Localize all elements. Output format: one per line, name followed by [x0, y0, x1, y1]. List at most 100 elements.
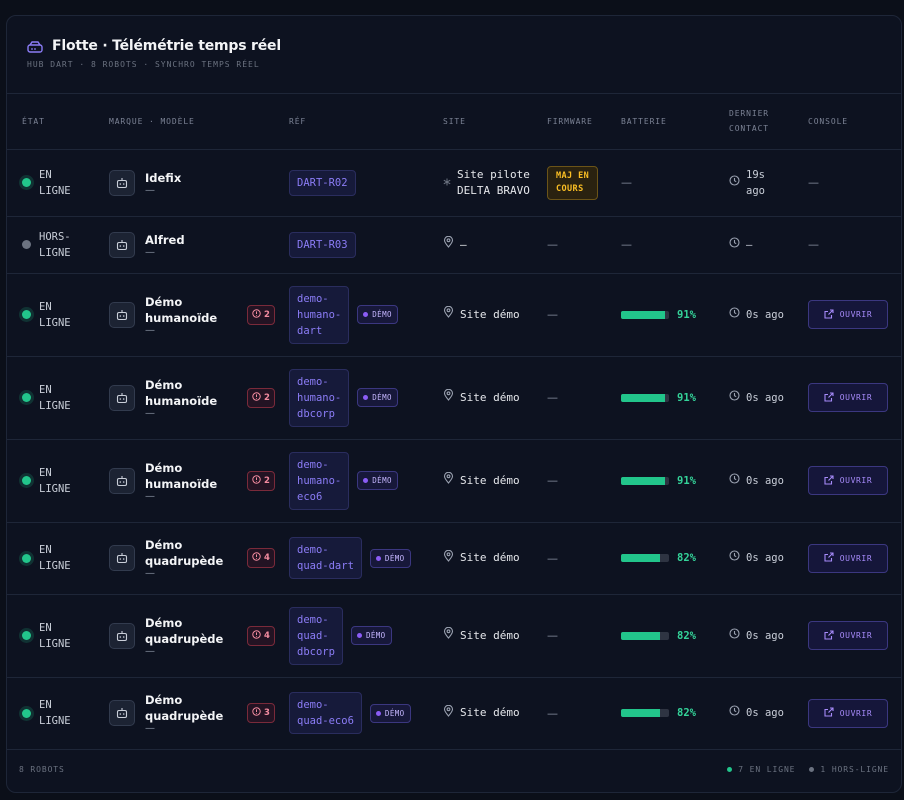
status-dot-icon	[22, 240, 31, 249]
alert-count-badge[interactable]: 2	[247, 387, 275, 408]
ref-badge[interactable]: DART-R02	[289, 169, 356, 196]
legend-offline: 1 HORS-LIGNE	[809, 765, 889, 774]
table-row[interactable]: EN LIGNE Démo humanoïde —2 demo-humano-dbcorp…	[7, 356, 901, 440]
battery-cell: 91%	[621, 273, 729, 357]
site-cell: Site démo	[443, 677, 547, 750]
legend-online: 7 EN LIGNE	[727, 765, 795, 774]
demo-badge: DÉMO	[357, 471, 398, 490]
battery-percent: 91%	[677, 391, 696, 404]
alert-count-badge[interactable]: 2	[247, 304, 275, 325]
ref-cell: demo-humano-dbcorp DÉMO	[289, 356, 443, 440]
battery-bar	[621, 310, 669, 319]
ref-badge[interactable]: demo-quad-dbcorp	[289, 606, 343, 665]
firmware-cell: —	[547, 439, 621, 523]
last-contact: 0s ago	[746, 391, 784, 404]
col-state[interactable]: ÉTAT	[7, 94, 109, 150]
battery-percent: 91%	[677, 308, 696, 321]
status-dot-icon	[22, 476, 31, 485]
ref-cell: demo-humano-dart DÉMO	[289, 273, 443, 357]
ref-badge[interactable]: DART-R03	[289, 231, 356, 258]
open-console-button[interactable]: OUVRIR	[808, 698, 888, 728]
robot-subtitle: —	[145, 407, 155, 419]
ref-cell: demo-quad-dart DÉMO	[289, 522, 443, 595]
alert-count-badge[interactable]: 2	[247, 470, 275, 491]
location-pin-icon	[443, 704, 454, 722]
battery-bar	[621, 709, 669, 717]
open-console-button[interactable]: OUVRIR	[808, 300, 888, 329]
status-dot-icon	[22, 178, 31, 187]
ref-badge[interactable]: demo-quad-eco6	[289, 692, 362, 734]
status-label: EN LIGNE	[39, 466, 71, 495]
last-contact: 19s ago	[746, 168, 765, 197]
battery-percent: 91%	[677, 474, 696, 487]
clock-icon	[729, 705, 740, 721]
demo-badge: DÉMO	[357, 305, 398, 324]
table-row[interactable]: HORS- LIGNE Alfred — DART-R03— — — — —	[7, 216, 901, 274]
robot-icon	[109, 700, 135, 726]
ref-badge[interactable]: demo-quad-dart	[289, 537, 362, 579]
robot-icon	[109, 231, 135, 258]
site-label: Site démo	[460, 473, 520, 487]
col-site[interactable]: SITE	[443, 94, 547, 150]
open-console-button[interactable]: OUVRIR	[808, 383, 888, 412]
model-cell: Idefix —	[109, 149, 289, 217]
battery-bar	[621, 554, 669, 562]
status-cell: EN LIGNE	[7, 594, 109, 678]
ref-badge[interactable]: demo-humano-dbcorp	[289, 368, 350, 427]
status-cell: EN LIGNE	[7, 273, 109, 357]
ref-cell: demo-quad-eco6 DÉMO	[289, 677, 443, 750]
last-contact: 0s ago	[746, 629, 784, 642]
table-row[interactable]: EN LIGNE Démo quadrupède —4 demo-quad-dbcorp D…	[7, 594, 901, 678]
robot-icon	[109, 169, 135, 196]
battery-cell: —	[621, 149, 729, 217]
open-console-button[interactable]: OUVRIR	[808, 621, 888, 650]
status-label: EN LIGNE	[39, 544, 71, 572]
ref-badge[interactable]: demo-humano-eco6	[289, 451, 350, 510]
asterisk-icon	[443, 175, 451, 191]
model-cell: Alfred —	[109, 216, 289, 274]
status-cell: EN LIGNE	[7, 356, 109, 440]
site-label: Site pilote DELTA BRAVO	[457, 167, 530, 197]
robot-name: Démo quadrupède	[145, 615, 224, 646]
console-cell: OUVRIR	[808, 594, 901, 678]
firmware-cell: —	[547, 522, 621, 595]
external-link-icon	[824, 474, 834, 487]
model-cell: Démo humanoïde — 2	[109, 273, 289, 357]
table-row[interactable]: EN LIGNE Idefix — DART-R02 Site pilote DELTA B…	[7, 149, 901, 217]
col-console[interactable]: CONSOLE	[808, 94, 901, 150]
alert-count-badge[interactable]: 3	[247, 703, 275, 723]
col-battery[interactable]: BATTERIE	[621, 94, 729, 150]
table-row[interactable]: EN LIGNE Démo humanoïde —2 demo-humano-eco6 DÉ…	[7, 439, 901, 523]
robot-name: Démo humanoïde	[145, 294, 218, 325]
alert-count-badge[interactable]: 4	[247, 625, 275, 646]
open-console-button[interactable]: OUVRIR	[808, 466, 888, 495]
firmware-cell: —	[547, 594, 621, 678]
col-firmware[interactable]: FIRMWARE	[547, 94, 621, 150]
site-label: Site démo	[460, 390, 520, 404]
console-cell: —	[808, 149, 901, 217]
robot-name: Démo quadrupède	[145, 538, 224, 568]
table-row[interactable]: EN LIGNE Démo humanoïde —2 demo-humano-dart DÉ…	[7, 273, 901, 357]
firmware-cell: —	[547, 677, 621, 750]
console-cell: OUVRIR	[808, 356, 901, 440]
col-model[interactable]: MARQUE · MODÈLE	[109, 94, 289, 150]
last-contact: 0s ago	[746, 707, 784, 719]
site-label: Site démo	[460, 628, 520, 642]
alert-icon	[252, 474, 261, 487]
firmware-cell: MAJ EN COURS	[547, 149, 621, 217]
robot-icon	[109, 467, 135, 494]
clock-icon	[729, 389, 740, 406]
alert-count-badge[interactable]: 4	[247, 548, 275, 568]
col-last-contact[interactable]: DERNIER CONTACT	[729, 94, 808, 150]
ref-badge[interactable]: demo-humano-dart	[289, 285, 350, 344]
table-row[interactable]: EN LIGNE Démo quadrupède —3 demo-quad-eco6 DÉM…	[7, 677, 901, 750]
external-link-icon	[824, 707, 834, 719]
col-ref[interactable]: RÉF	[289, 94, 443, 150]
site-cell: Site démo	[443, 594, 547, 678]
open-console-button[interactable]: OUVRIR	[808, 543, 888, 573]
table-row[interactable]: EN LIGNE Démo quadrupède — 4 demo-quad-dart DÉM…	[7, 522, 901, 595]
site-cell: Site pilote DELTA BRAVO	[443, 149, 547, 217]
status-label: EN LIGNE	[39, 621, 71, 650]
status-dot-icon	[22, 708, 31, 718]
clock-icon	[729, 174, 740, 191]
